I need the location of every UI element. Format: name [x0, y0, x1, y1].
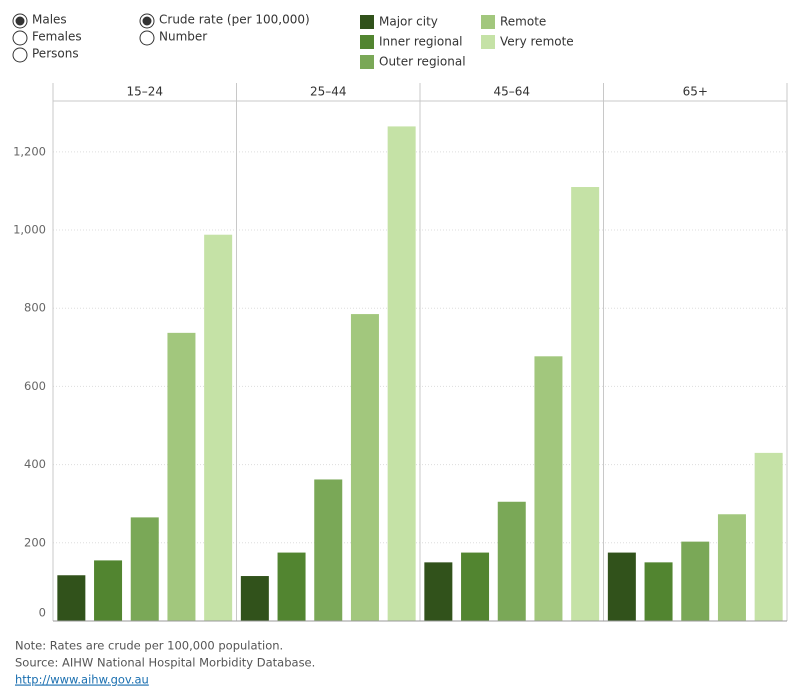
y-tick-label: 200 [24, 535, 46, 549]
bar[interactable] [534, 356, 563, 621]
radio-label[interactable]: Number [159, 30, 207, 44]
bar[interactable] [167, 332, 196, 621]
bar[interactable] [204, 234, 233, 621]
legend-label[interactable]: Remote [500, 15, 546, 29]
y-tick-label: 800 [24, 301, 46, 315]
legend-swatch[interactable] [360, 15, 374, 29]
bar[interactable] [717, 514, 746, 621]
radio-label[interactable]: Females [32, 30, 82, 44]
bar[interactable] [240, 576, 269, 621]
bar[interactable] [277, 552, 306, 621]
legend-label[interactable]: Inner regional [379, 35, 463, 49]
y-tick-label: 0 [39, 606, 46, 620]
bar[interactable] [754, 452, 783, 621]
bar[interactable] [424, 562, 453, 621]
radio-label[interactable]: Crude rate (per 100,000) [159, 13, 310, 27]
bar[interactable] [571, 187, 600, 622]
y-tick-label: 400 [24, 457, 46, 471]
bar[interactable] [57, 575, 86, 621]
legend-label[interactable]: Major city [379, 15, 438, 29]
legend-label[interactable]: Outer regional [379, 55, 466, 69]
bar[interactable] [644, 562, 673, 621]
y-tick-label: 1,200 [13, 144, 46, 158]
bar[interactable] [607, 552, 636, 621]
panel-header: 65+ [683, 85, 708, 99]
link[interactable]: http://www.aihw.gov.au [15, 673, 149, 687]
note: Note: Rates are crude per 100,000 popula… [15, 639, 283, 653]
radio-dot [142, 16, 152, 26]
bar[interactable] [94, 560, 123, 621]
panel-header: 25–44 [310, 85, 347, 99]
bar[interactable] [681, 541, 710, 621]
y-tick-label: 600 [24, 379, 46, 393]
legend-swatch[interactable] [360, 55, 374, 69]
radio-label[interactable]: Persons [32, 47, 79, 61]
legend-swatch[interactable] [481, 15, 495, 29]
bar[interactable] [461, 552, 490, 621]
bar[interactable] [314, 479, 343, 621]
bar[interactable] [350, 314, 379, 621]
source: Source: AIHW National Hospital Morbidity… [15, 656, 315, 670]
radio-button[interactable] [12, 47, 28, 63]
legend-swatch[interactable] [481, 35, 495, 49]
panel-header: 45–64 [493, 85, 530, 99]
radio-label[interactable]: Males [32, 13, 67, 27]
legend-label[interactable]: Very remote [500, 35, 574, 49]
y-tick-label: 1,000 [13, 223, 46, 237]
legend-swatch[interactable] [360, 35, 374, 49]
bar[interactable] [497, 501, 526, 621]
radio-dot [15, 16, 25, 26]
bar[interactable] [387, 126, 416, 621]
bar[interactable] [130, 517, 159, 621]
radio-button[interactable] [139, 30, 155, 46]
radio-button[interactable] [12, 30, 28, 46]
panel-header: 15–24 [126, 85, 163, 99]
